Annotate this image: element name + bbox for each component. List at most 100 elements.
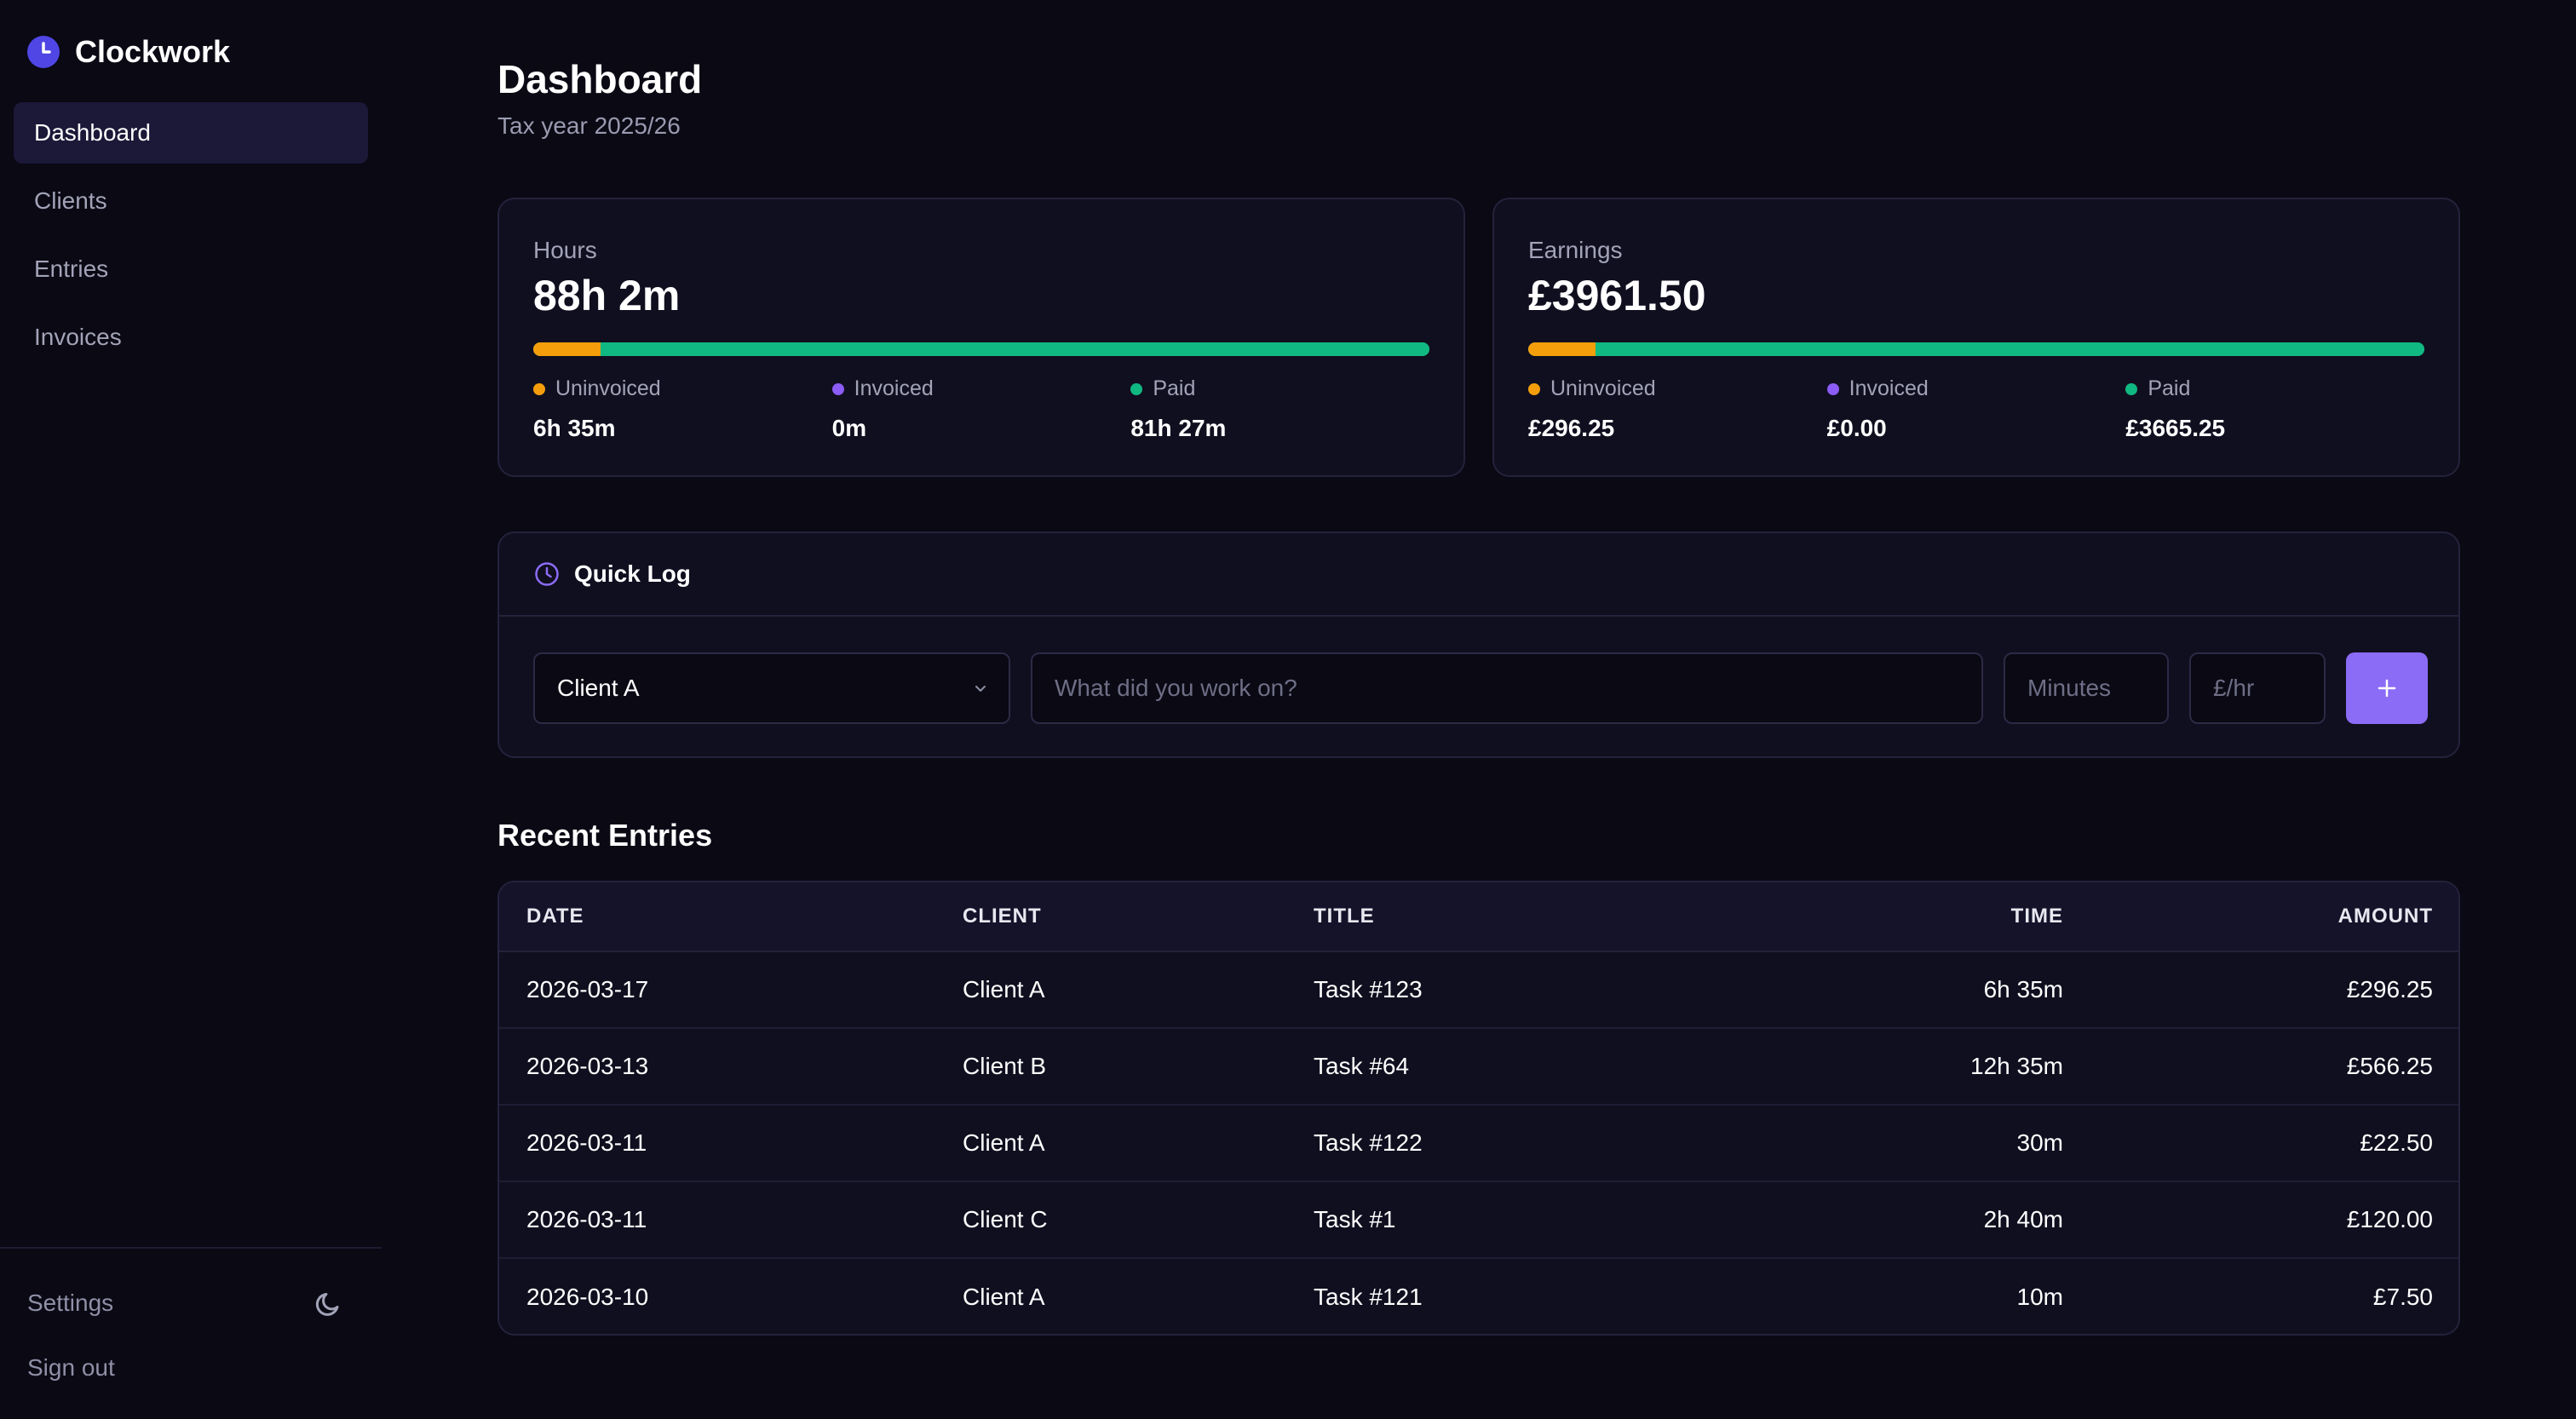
app-name: Clockwork [75, 34, 231, 69]
table-row[interactable]: 2026-03-17 Client A Task #123 6h 35m £296.25 [499, 952, 2458, 1029]
legend-label: Uninvoiced [1550, 376, 1656, 400]
legend-value: 0m [831, 415, 867, 441]
moon-icon[interactable] [312, 1286, 346, 1320]
client-select[interactable]: Client A [533, 652, 1010, 724]
sidebar-item-invoices[interactable]: Invoices [14, 307, 368, 368]
table-row[interactable]: 2026-03-10 Client A Task #121 10m £7.50 [499, 1259, 2458, 1334]
hours-progress-bar [533, 342, 1429, 356]
uninvoiced-dot-icon [1528, 382, 1540, 395]
invoiced-dot-icon [831, 382, 844, 395]
sidebar-item-label: Invoices [34, 324, 122, 350]
sidebar-item-entries[interactable]: Entries [14, 238, 368, 300]
sign-out-link[interactable]: Sign out [27, 1354, 115, 1381]
hours-card: Hours 88h 2m Uninvoiced 6h 35m Invoiced … [497, 198, 1465, 477]
earnings-label: Earnings [1528, 237, 1623, 263]
cell-amount: £296.25 [2346, 976, 2433, 1002]
cell-time: 10m [2016, 1284, 2063, 1310]
cell-amount: £22.50 [2360, 1129, 2433, 1156]
cell-time: 6h 35m [1983, 976, 2063, 1002]
cell-date: 2026-03-11 [526, 1206, 647, 1232]
cell-title: Task #1 [1314, 1206, 1396, 1232]
cell-title: Task #64 [1314, 1053, 1410, 1079]
column-header-amount[interactable]: AMOUNT [2337, 905, 2433, 928]
quick-log-card: Quick Log Client A [497, 531, 2460, 758]
recent-entries-table: DATE CLIENT TITLE TIME AMOUNT 2026-03-17… [497, 881, 2460, 1336]
chevron-down-icon [975, 686, 986, 692]
description-field[interactable] [1031, 652, 1983, 724]
legend-label: Invoiced [1849, 376, 1929, 400]
settings-row: Settings [27, 1278, 346, 1329]
legend-value: £0.00 [1826, 415, 1887, 441]
sidebar-item-dashboard[interactable]: Dashboard [14, 102, 368, 164]
column-header-date[interactable]: DATE [526, 905, 584, 928]
table-row[interactable]: 2026-03-11 Client A Task #122 30m £22.50 [499, 1106, 2458, 1182]
sidebar-item-label: Entries [34, 256, 109, 282]
paid-dot-icon [1130, 382, 1143, 395]
table-body: 2026-03-17 Client A Task #123 6h 35m £296.25… [499, 952, 2458, 1334]
hours-legend: Uninvoiced 6h 35m Invoiced 0m Paid 81h 2… [533, 376, 1429, 442]
cell-amount: £566.25 [2346, 1053, 2433, 1079]
cell-amount: £120.00 [2346, 1206, 2433, 1232]
hours-invoiced: Invoiced 0m [831, 376, 1131, 442]
rate-input[interactable] [2213, 675, 2324, 702]
minutes-field[interactable] [2004, 652, 2169, 724]
cell-title: Task #121 [1314, 1284, 1423, 1310]
earnings-progress-bar [1528, 342, 2424, 356]
legend-value: 81h 27m [1130, 415, 1227, 441]
legend-label: Paid [1153, 376, 1196, 400]
cell-client: Client A [963, 1129, 1045, 1156]
legend-value: 6h 35m [533, 415, 616, 441]
earnings-invoiced: Invoiced £0.00 [1826, 376, 2126, 442]
earnings-legend: Uninvoiced £296.25 Invoiced £0.00 Paid £… [1528, 376, 2424, 442]
uninvoiced-dot-icon [533, 382, 545, 395]
hours-bar-uninvoiced [533, 342, 601, 356]
cell-time: 12h 35m [1970, 1053, 2063, 1079]
legend-value: £296.25 [1528, 415, 1615, 441]
hours-paid: Paid 81h 27m [1130, 376, 1429, 442]
legend-value: £3665.25 [2125, 415, 2226, 441]
paid-dot-icon [2125, 382, 2138, 395]
earnings-bar-uninvoiced [1528, 342, 1596, 356]
earnings-paid: Paid £3665.25 [2125, 376, 2424, 442]
cell-title: Task #123 [1314, 976, 1423, 1002]
column-header-client[interactable]: CLIENT [963, 905, 1042, 928]
description-input[interactable] [1055, 675, 1981, 702]
sidebar-nav: Dashboard Clients Entries Invoices [14, 102, 368, 375]
table-header: DATE CLIENT TITLE TIME AMOUNT [499, 882, 2458, 952]
sidebar-item-clients[interactable]: Clients [14, 170, 368, 232]
quick-log-form: Client A [499, 617, 2458, 758]
column-header-time[interactable]: TIME [2010, 905, 2063, 928]
sidebar-item-label: Clients [34, 187, 107, 214]
cell-title: Task #122 [1314, 1129, 1423, 1156]
earnings-bar-paid [1595, 342, 2424, 356]
hours-label: Hours [533, 237, 597, 263]
legend-label: Invoiced [854, 376, 934, 400]
cell-date: 2026-03-10 [526, 1284, 649, 1310]
cell-amount: £7.50 [2372, 1284, 2433, 1310]
client-select-value: Client A [557, 675, 640, 701]
brand[interactable]: Clockwork [27, 34, 230, 70]
cell-client: Client B [963, 1053, 1047, 1079]
hours-bar-paid [600, 342, 1429, 356]
cell-time: 30m [2016, 1129, 2063, 1156]
cell-date: 2026-03-11 [526, 1129, 647, 1156]
page-subtitle: Tax year 2025/26 [497, 112, 681, 139]
settings-link[interactable]: Settings [27, 1290, 114, 1316]
rate-field[interactable] [2189, 652, 2326, 724]
earnings-uninvoiced: Uninvoiced £296.25 [1528, 376, 1827, 442]
hours-uninvoiced: Uninvoiced 6h 35m [533, 376, 832, 442]
plus-icon [2378, 679, 2396, 698]
column-header-title[interactable]: TITLE [1314, 905, 1375, 928]
add-entry-button[interactable] [2346, 652, 2428, 724]
minutes-input[interactable] [2027, 675, 2167, 702]
cell-client: Client A [963, 976, 1045, 1002]
cell-date: 2026-03-13 [526, 1053, 649, 1079]
earnings-value: £3961.50 [1528, 272, 1706, 319]
table-row[interactable]: 2026-03-13 Client B Task #64 12h 35m £566.25 [499, 1029, 2458, 1106]
hours-value: 88h 2m [533, 272, 681, 319]
recent-entries-title: Recent Entries [497, 818, 713, 853]
legend-label: Uninvoiced [555, 376, 661, 400]
table-row[interactable]: 2026-03-11 Client C Task #1 2h 40m £120.00 [499, 1182, 2458, 1259]
cell-client: Client A [963, 1284, 1045, 1310]
earnings-card: Earnings £3961.50 Uninvoiced £296.25 Inv… [1492, 198, 2460, 477]
